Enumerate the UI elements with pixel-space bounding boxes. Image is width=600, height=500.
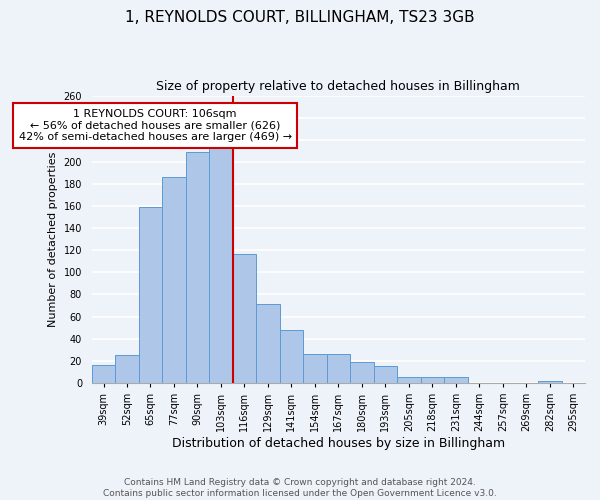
Bar [280, 330, 303, 383]
Text: 1 REYNOLDS COURT: 106sqm
← 56% of detached houses are smaller (626)
42% of semi-: 1 REYNOLDS COURT: 106sqm ← 56% of detach… [19, 109, 292, 142]
Bar [233, 254, 256, 383]
Bar [115, 356, 139, 383]
Bar [326, 354, 350, 383]
Y-axis label: Number of detached properties: Number of detached properties [48, 152, 58, 327]
Text: Contains HM Land Registry data © Crown copyright and database right 2024.
Contai: Contains HM Land Registry data © Crown c… [103, 478, 497, 498]
Text: 1, REYNOLDS COURT, BILLINGHAM, TS23 3GB: 1, REYNOLDS COURT, BILLINGHAM, TS23 3GB [125, 10, 475, 25]
Title: Size of property relative to detached houses in Billingham: Size of property relative to detached ho… [157, 80, 520, 93]
Bar [209, 140, 233, 383]
Bar [538, 380, 562, 383]
X-axis label: Distribution of detached houses by size in Billingham: Distribution of detached houses by size … [172, 437, 505, 450]
Bar [444, 378, 467, 383]
Bar [421, 378, 444, 383]
Bar [139, 207, 162, 383]
Bar [350, 362, 374, 383]
Bar [374, 366, 397, 383]
Bar [397, 378, 421, 383]
Bar [162, 178, 186, 383]
Bar [303, 354, 326, 383]
Bar [256, 304, 280, 383]
Bar [186, 152, 209, 383]
Bar [92, 365, 115, 383]
